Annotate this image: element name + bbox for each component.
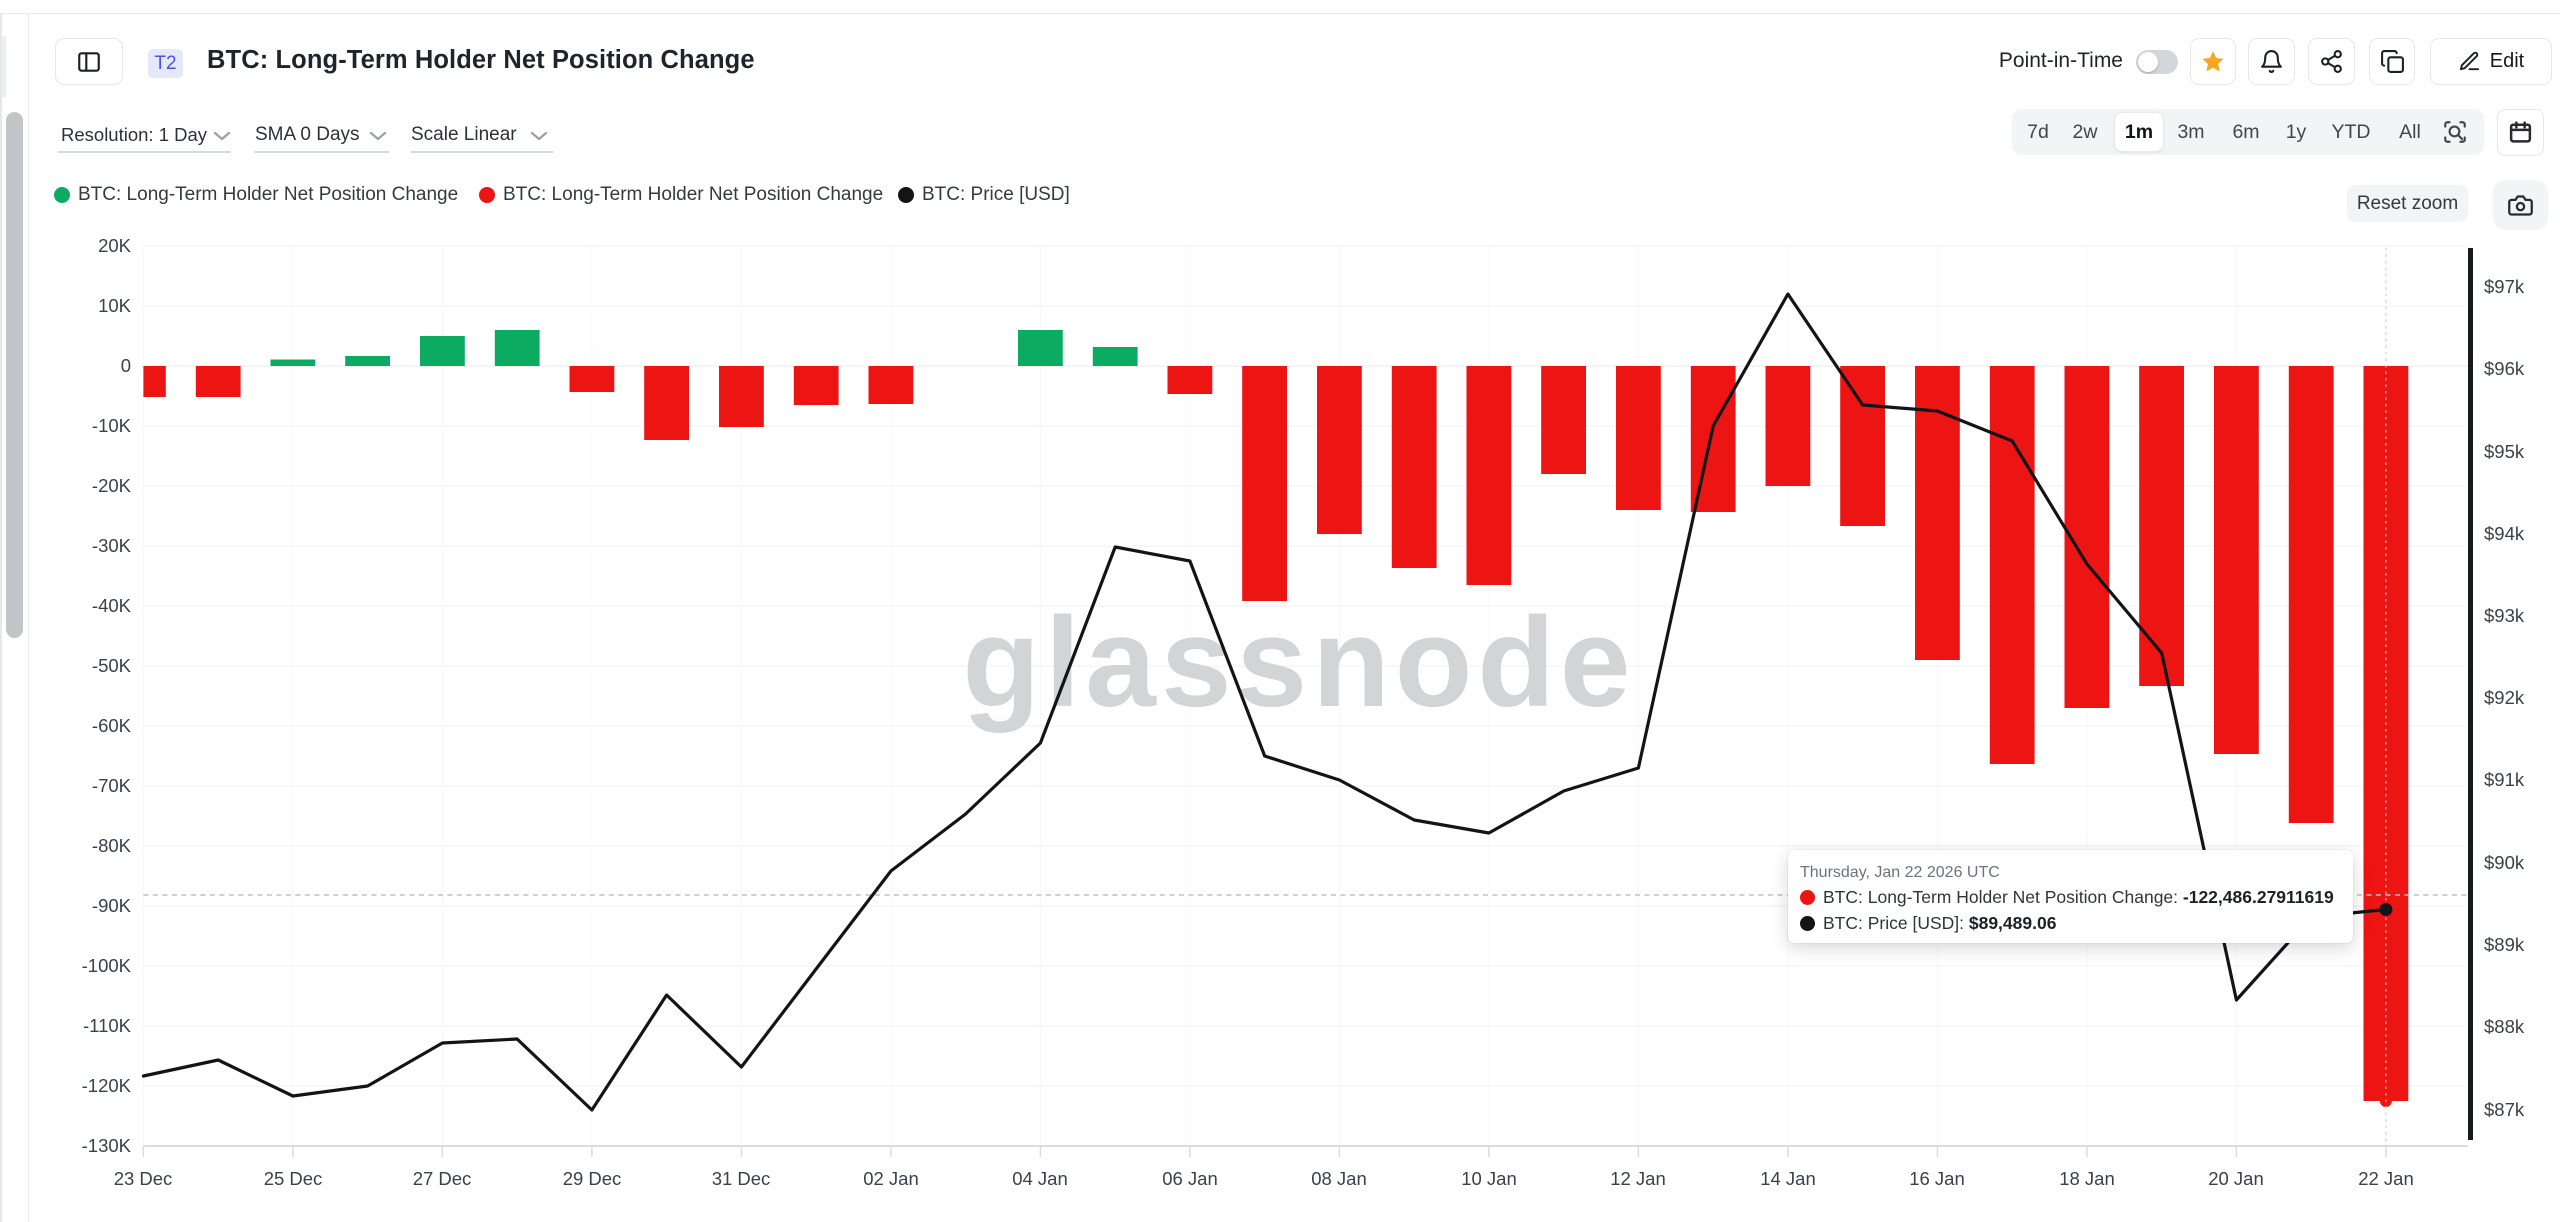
svg-text:glassnode: glassnode [962,591,1635,733]
